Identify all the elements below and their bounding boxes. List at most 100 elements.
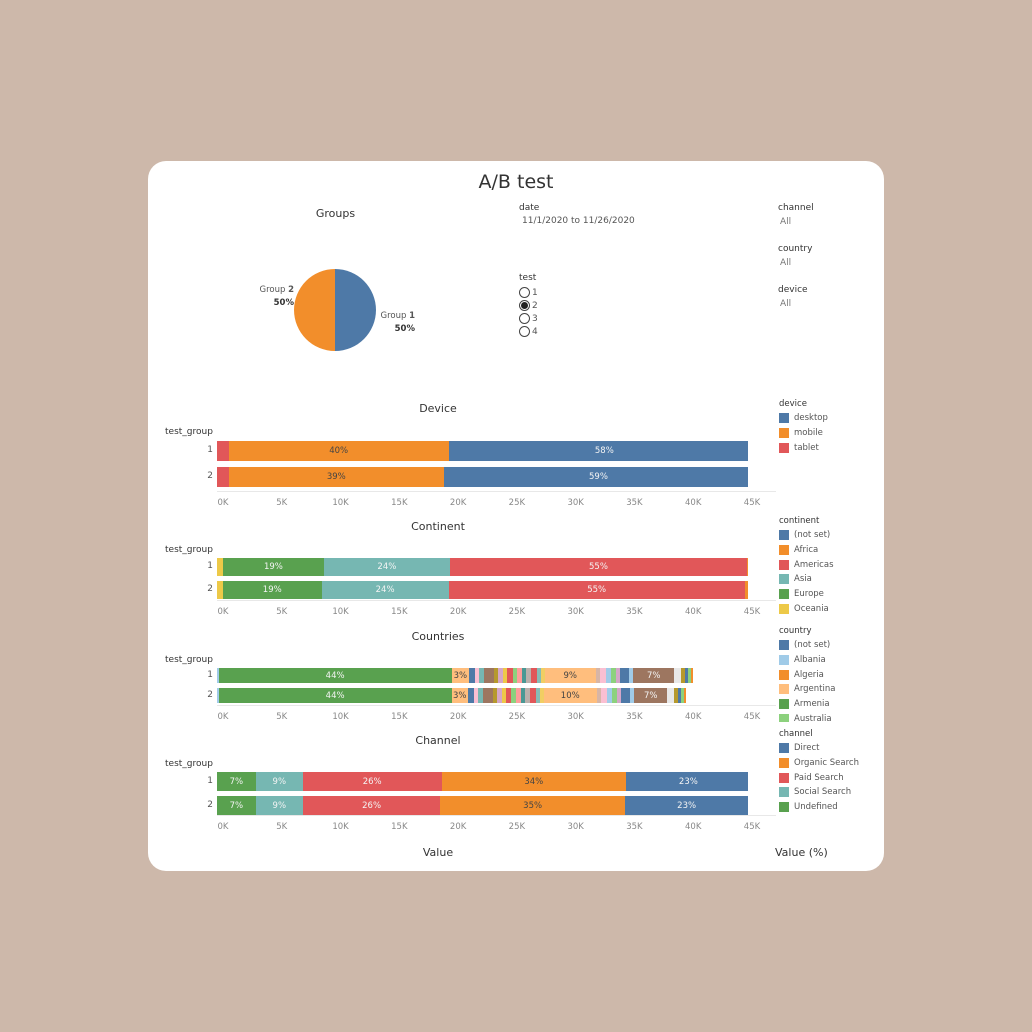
bar-segment[interactable] (540, 688, 544, 703)
bar-segment[interactable]: 44% (218, 688, 452, 703)
bar-segment[interactable] (674, 688, 678, 703)
test-option-1[interactable]: 1 (519, 286, 538, 299)
bar-segment[interactable] (511, 688, 516, 703)
test-option-3[interactable]: 3 (519, 312, 538, 325)
bar-segment[interactable] (524, 688, 530, 703)
bar-segment[interactable] (630, 688, 635, 703)
bar-segment[interactable] (494, 668, 498, 683)
bar-segment[interactable] (479, 668, 484, 683)
bar-segment[interactable]: 35% (440, 796, 625, 815)
bar-segment[interactable]: 9% (544, 668, 596, 683)
bar-segment[interactable]: 40% (228, 441, 449, 461)
bar-segment[interactable] (667, 688, 675, 703)
legend-items[interactable]: (not set) Albania Algeria Argentina Armenia A… (779, 638, 879, 722)
radio-button[interactable] (519, 300, 530, 311)
bar-segment[interactable] (515, 688, 521, 703)
bar-segment[interactable] (526, 668, 531, 683)
bar-segment[interactable]: 34% (441, 772, 627, 791)
legend-item[interactable]: Organic Search (779, 756, 879, 771)
bar-segment[interactable] (677, 688, 682, 703)
bar-segment[interactable] (620, 688, 631, 703)
bar-segment[interactable] (217, 688, 219, 703)
bar-segment[interactable] (691, 668, 694, 683)
legend-item[interactable]: Africa (779, 543, 879, 558)
legend-item[interactable]: Algeria (779, 667, 879, 682)
radio-button[interactable] (519, 287, 530, 298)
legend-item[interactable]: Australia (779, 711, 879, 722)
legend-item[interactable]: Paid Search (779, 770, 879, 785)
bar-segment[interactable] (629, 668, 634, 683)
bar-segment[interactable] (482, 688, 494, 703)
legend-item[interactable]: Asia (779, 572, 879, 587)
bar-segment[interactable] (747, 558, 748, 576)
bar-segment[interactable] (529, 688, 536, 703)
legend-item[interactable]: Americas (779, 557, 879, 572)
bar-segment[interactable] (601, 688, 608, 703)
bar-segment[interactable] (619, 668, 630, 683)
bar-segment[interactable]: 9% (255, 772, 303, 791)
test-option-4[interactable]: 4 (519, 325, 538, 338)
bar-segment[interactable] (530, 668, 537, 683)
bar-segment[interactable]: 19% (222, 558, 324, 576)
bar-segment[interactable] (611, 688, 618, 703)
bar-segment[interactable] (217, 668, 219, 683)
bar-segment[interactable] (535, 688, 541, 703)
bar-segment[interactable] (541, 668, 545, 683)
bar-segment[interactable]: 19% (222, 581, 322, 599)
bar-segment[interactable] (477, 688, 483, 703)
test-option-2[interactable]: 2 (519, 299, 538, 312)
bar-segment[interactable] (744, 581, 748, 599)
bar-segment[interactable] (520, 688, 525, 703)
radio-button[interactable] (519, 313, 530, 324)
bar-segment[interactable] (217, 558, 223, 576)
bar-segment[interactable] (467, 688, 474, 703)
bar-segment[interactable] (681, 668, 685, 683)
bar-segment[interactable] (217, 581, 223, 599)
bar-segment[interactable] (497, 668, 504, 683)
bar-segment[interactable] (217, 467, 229, 487)
bar-segment[interactable] (506, 668, 513, 683)
bar-segment[interactable] (512, 668, 517, 683)
legend-item[interactable]: (not set) (779, 638, 879, 653)
bar-segment[interactable] (516, 668, 523, 683)
bar-segment[interactable] (616, 668, 620, 683)
bar-segment[interactable]: 26% (302, 796, 441, 815)
bar-segment[interactable] (469, 668, 476, 683)
bar-segment[interactable] (522, 668, 527, 683)
legend-item[interactable]: Argentina (779, 682, 879, 697)
device-filter-value[interactable]: All (780, 299, 792, 309)
bar-segment[interactable]: 58% (448, 441, 748, 461)
bar-segment[interactable]: 3% (451, 688, 468, 703)
legend-item[interactable]: Armenia (779, 697, 879, 712)
legend-item[interactable]: mobile (779, 426, 879, 441)
bar-segment[interactable] (505, 688, 512, 703)
country-filter-value[interactable]: All (780, 258, 792, 268)
bar-segment[interactable]: 7% (217, 796, 256, 815)
bar-segment[interactable]: 9% (255, 796, 303, 815)
radio-button[interactable] (519, 326, 530, 337)
bar-segment[interactable]: 7% (217, 772, 256, 791)
legend-item[interactable]: Europe (779, 587, 879, 602)
channel-filter-value[interactable]: All (780, 217, 792, 227)
legend-item[interactable]: Social Search (779, 785, 879, 800)
bar-segment[interactable]: 10% (543, 688, 597, 703)
bar-segment[interactable] (503, 668, 507, 683)
bar-segment[interactable] (607, 688, 612, 703)
legend-item[interactable]: tablet (779, 440, 879, 455)
bar-segment[interactable]: 39% (228, 467, 444, 487)
bar-segment[interactable]: 24% (321, 581, 449, 599)
bar-segment[interactable] (496, 688, 503, 703)
bar-segment[interactable] (483, 668, 495, 683)
bar-segment[interactable] (684, 668, 689, 683)
legend-item[interactable]: Direct (779, 741, 879, 756)
legend-item[interactable]: desktop (779, 411, 879, 426)
bar-segment[interactable]: 23% (626, 772, 748, 791)
bar-segment[interactable] (688, 668, 692, 683)
bar-segment[interactable] (536, 668, 542, 683)
bar-segment[interactable] (681, 688, 685, 703)
bar-segment[interactable]: 24% (323, 558, 450, 576)
bar-segment[interactable]: 44% (218, 668, 452, 683)
bar-segment[interactable]: 26% (302, 772, 442, 791)
bar-segment[interactable] (606, 668, 611, 683)
bar-segment[interactable] (684, 688, 687, 703)
